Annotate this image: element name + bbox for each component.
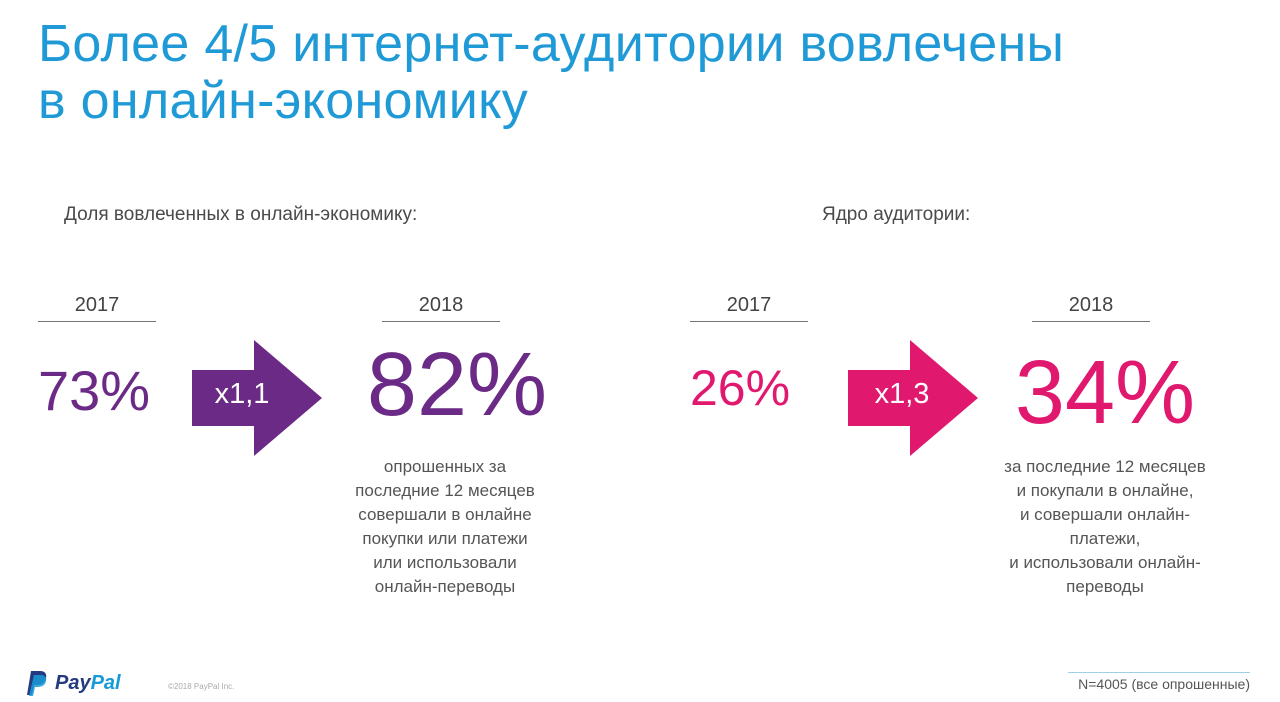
left-description: опрошенных за последние 12 месяцев совер… (320, 455, 570, 599)
left-desc-line: последние 12 месяцев (355, 481, 535, 500)
left-heading: Доля вовлеченных в онлайн-экономику: (64, 204, 418, 225)
left-growth-arrow (192, 340, 322, 456)
left-desc-line: онлайн-переводы (374, 577, 516, 596)
title-line-2: в онлайн-экономику (38, 72, 529, 130)
title-line-1: Более 4/5 интернет-аудитории вовлечены (38, 15, 1065, 73)
right-value-2018: 34% (1014, 343, 1196, 443)
right-year-2017: 2017 (690, 294, 808, 322)
note-divider (1068, 672, 1250, 673)
left-desc-line: или использовали (373, 553, 517, 572)
left-value-2017: 73% (38, 359, 151, 422)
copyright-text: ©2018 PayPal Inc. (168, 682, 235, 691)
left-desc-line: опрошенных за (383, 457, 507, 476)
page-title: Более 4/5 интернет-аудитории вовлечены в… (38, 16, 1238, 130)
right-value-2017: 26% (690, 360, 791, 416)
right-year-2018: 2018 (1032, 294, 1150, 322)
left-year-2018: 2018 (382, 294, 500, 322)
left-year-2017: 2017 (38, 294, 156, 322)
left-value-2018: 82% (366, 335, 548, 435)
right-description: за последние 12 месяцев и покупали в онл… (970, 455, 1240, 599)
right-desc-line: за последние 12 месяцев (1004, 457, 1206, 476)
right-desc-line: переводы (1066, 577, 1144, 596)
logo-pay-text: Pay (55, 671, 91, 694)
right-heading: Ядро аудитории: (822, 204, 971, 225)
left-desc-line: покупки или платежи (362, 529, 528, 548)
left-multiplier: x1,1 (214, 378, 270, 410)
right-growth-arrow (848, 340, 978, 456)
right-desc-line: платежи, (1069, 529, 1141, 548)
left-desc-line: совершали в онлайне (358, 505, 532, 524)
paypal-p-icon (27, 671, 47, 696)
right-desc-line: и покупали в онлайне, (1016, 481, 1194, 500)
right-multiplier: x1,3 (874, 378, 930, 410)
right-desc-line: и совершали онлайн- (1019, 505, 1191, 524)
paypal-logo: PayPal (26, 670, 121, 696)
logo-pal-text: Pal (90, 671, 121, 694)
sample-size-note: N=4005 (все опрошенные) (1078, 676, 1250, 692)
right-desc-line: и использовали онлайн- (1009, 553, 1201, 572)
